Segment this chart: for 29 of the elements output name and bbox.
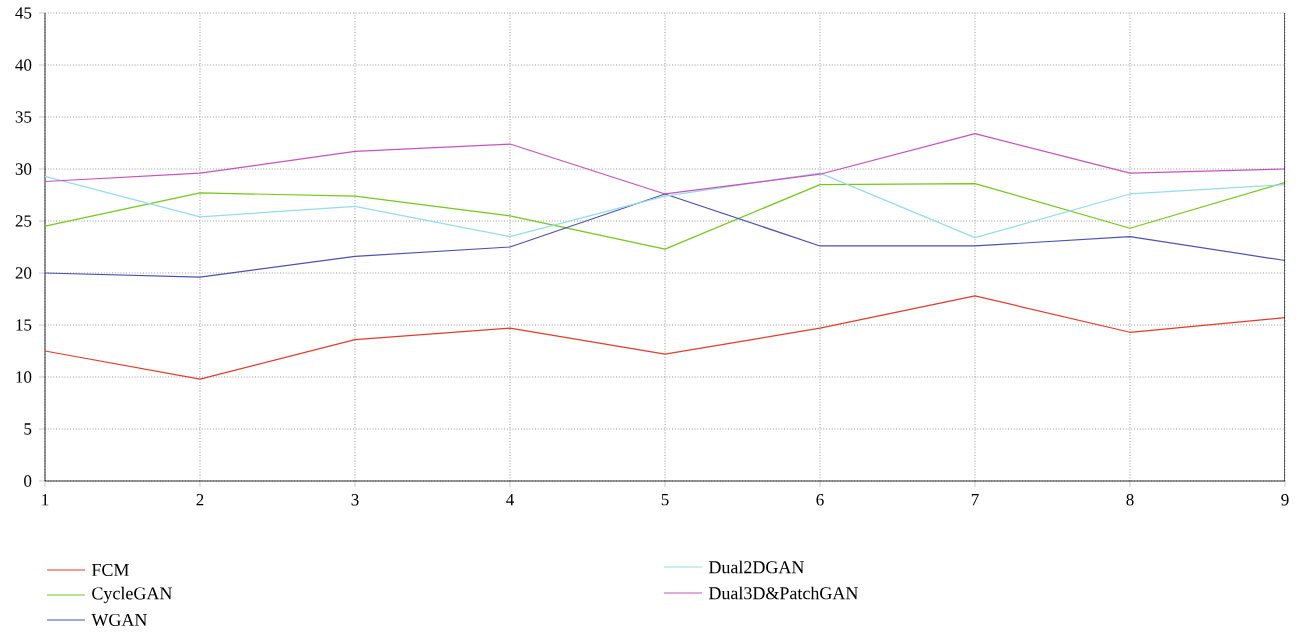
x-tick-label: 9 (1281, 494, 1289, 506)
legend-label: CycleGAN (92, 586, 172, 604)
x-tick-label: 2 (196, 494, 204, 506)
y-tick-label: 40 (15, 59, 32, 71)
legend-label: Dual2DGAN (708, 560, 804, 574)
y-tick-label: 15 (16, 319, 32, 331)
line-series (45, 193, 1285, 278)
legend-label: WGAN (91, 613, 147, 627)
legend-label: FCM (91, 563, 129, 577)
line-series (45, 133, 1285, 195)
y-tick-label: 45 (15, 7, 32, 19)
x-tick-label: 1 (42, 494, 49, 506)
line-series (45, 295, 1285, 380)
x-tick-label: 5 (661, 494, 669, 506)
y-tick-label: 30 (15, 163, 32, 175)
y-tick-label: 0 (24, 475, 32, 487)
y-tick-label: 5 (24, 423, 32, 435)
x-tick-label: 6 (816, 494, 824, 506)
y-tick-label: 35 (15, 111, 32, 123)
y-tick-label: 20 (15, 267, 32, 279)
line-series (45, 172, 1285, 239)
legend-label: Dual3D&PatchGAN (708, 586, 858, 600)
x-tick-label: 7 (971, 494, 979, 506)
y-tick-label: 10 (16, 371, 32, 383)
x-tick-label: 4 (506, 494, 514, 506)
x-tick-label: 8 (1126, 494, 1134, 506)
line-series (45, 181, 1285, 250)
y-tick-label: 25 (15, 215, 32, 227)
x-tick-label: 3 (351, 494, 359, 506)
